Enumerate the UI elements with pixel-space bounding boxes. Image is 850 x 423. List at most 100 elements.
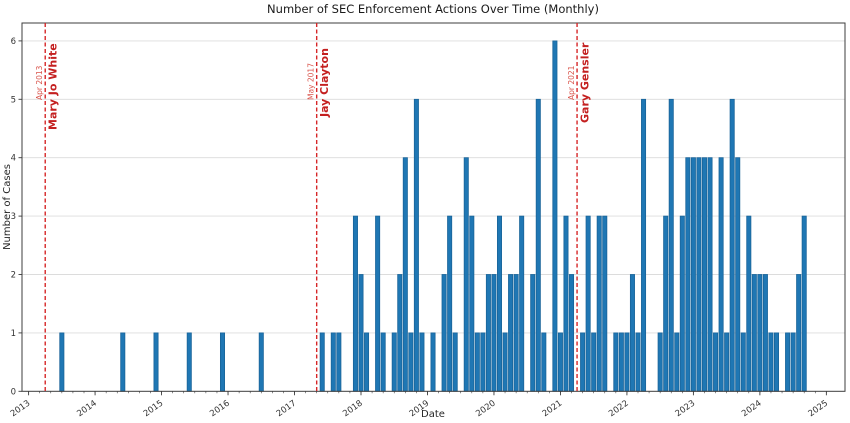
y-tick-5: 5 xyxy=(11,95,16,105)
bar-2020-12 xyxy=(552,40,558,392)
bar-2015-12 xyxy=(219,332,225,392)
bar-2018-08 xyxy=(397,274,403,392)
bar-2022-03 xyxy=(635,332,641,392)
bar-2021-12 xyxy=(618,332,624,392)
bar-2022-10 xyxy=(674,332,680,392)
y-tick-1: 1 xyxy=(11,329,16,339)
plot-border xyxy=(21,22,846,392)
bar-2018-12 xyxy=(419,332,425,392)
chair-name-label: Mary Jo White xyxy=(47,43,60,130)
bar-2023-03 xyxy=(701,157,707,392)
bar-2019-05 xyxy=(447,215,453,392)
bar-2023-09 xyxy=(735,157,741,392)
y-tick-3: 3 xyxy=(11,212,16,222)
x-tick-2021: 2021 xyxy=(541,399,564,420)
bar-2018-01 xyxy=(358,274,364,392)
bar-2020-06 xyxy=(519,215,525,392)
bar-2020-09 xyxy=(535,98,541,392)
x-tick-2016: 2016 xyxy=(208,399,231,420)
bar-2018-11 xyxy=(413,98,419,392)
y-tick-2: 2 xyxy=(11,271,16,281)
bar-2019-12 xyxy=(485,274,491,392)
bar-2024-04 xyxy=(774,332,780,392)
bar-2020-02 xyxy=(496,215,502,392)
bar-2023-11 xyxy=(746,215,752,392)
bar-2016-07 xyxy=(258,332,264,392)
x-tick-2018: 2018 xyxy=(341,399,364,420)
bar-2024-06 xyxy=(785,332,791,392)
bar-2020-03 xyxy=(502,332,508,392)
x-tick-2025: 2025 xyxy=(807,399,830,420)
y-tick-4: 4 xyxy=(11,154,16,164)
bar-2021-07 xyxy=(591,332,597,392)
chair-date-label: Apr 2021 xyxy=(567,65,576,100)
bar-2013-07 xyxy=(59,332,65,392)
bar-2023-07 xyxy=(724,332,730,392)
chair-date-label: May 2017 xyxy=(307,63,316,100)
bar-2022-11 xyxy=(679,215,685,392)
bar-2019-08 xyxy=(463,157,469,392)
bar-2018-05 xyxy=(380,332,386,392)
bar-2022-04 xyxy=(641,98,647,392)
bar-2019-09 xyxy=(469,215,475,392)
bar-2023-10 xyxy=(740,332,746,392)
bar-2014-12 xyxy=(153,332,159,392)
bar-2014-06 xyxy=(120,332,126,392)
bar-2020-10 xyxy=(541,332,547,392)
x-tick-2013: 2013 xyxy=(9,399,32,420)
bar-2017-12 xyxy=(352,215,358,392)
bar-2020-01 xyxy=(491,274,497,392)
bar-2017-08 xyxy=(330,332,336,392)
x-tick-2023: 2023 xyxy=(674,399,697,420)
bar-2021-09 xyxy=(602,215,608,392)
bar-2022-07 xyxy=(657,332,663,392)
bar-2019-04 xyxy=(441,274,447,392)
bar-2023-06 xyxy=(718,157,724,392)
bar-2021-11 xyxy=(613,332,619,392)
bar-2020-04 xyxy=(508,274,514,392)
bar-2023-01 xyxy=(690,157,696,392)
bar-2022-09 xyxy=(668,98,674,392)
bar-2022-02 xyxy=(629,274,635,392)
bar-2021-03 xyxy=(569,274,575,392)
x-axis-label: Date xyxy=(421,409,445,420)
x-tick-2024: 2024 xyxy=(740,399,763,420)
chair-date-label: Apr 2013 xyxy=(35,65,44,100)
bar-2024-08 xyxy=(796,274,802,392)
x-tick-2014: 2014 xyxy=(75,399,98,420)
y-axis-label: Number of Cases xyxy=(2,164,13,250)
bar-2019-06 xyxy=(452,332,458,392)
bar-2019-02 xyxy=(430,332,436,392)
bar-2018-04 xyxy=(375,215,381,392)
bar-2021-05 xyxy=(580,332,586,392)
x-tick-2022: 2022 xyxy=(607,399,630,420)
bar-2017-06 xyxy=(319,332,325,392)
bar-2024-09 xyxy=(801,215,807,392)
bar-2018-09 xyxy=(402,157,408,392)
chair-name-label: Gary Gensler xyxy=(579,42,592,123)
bar-2023-05 xyxy=(713,332,719,392)
bar-2021-06 xyxy=(585,215,591,392)
bar-2021-08 xyxy=(596,215,602,392)
bar-2018-02 xyxy=(364,332,370,392)
bar-2021-01 xyxy=(557,332,563,392)
bar-2022-12 xyxy=(685,157,691,392)
chair-name-label: Jay Clayton xyxy=(318,48,331,118)
bar-2017-09 xyxy=(336,332,342,392)
x-tick-2020: 2020 xyxy=(474,399,497,420)
chart-title: Number of SEC Enforcement Actions Over T… xyxy=(267,2,599,16)
bar-2023-04 xyxy=(707,157,713,392)
bar-2018-07 xyxy=(391,332,397,392)
bar-2024-07 xyxy=(790,332,796,392)
bar-2021-02 xyxy=(563,215,569,392)
bar-2023-08 xyxy=(729,98,735,392)
bar-2019-11 xyxy=(480,332,486,392)
x-tick-2015: 2015 xyxy=(142,399,165,420)
y-tick-6: 6 xyxy=(11,37,16,47)
bar-2018-10 xyxy=(408,332,414,392)
bar-2024-02 xyxy=(762,274,768,392)
bar-2020-05 xyxy=(513,274,519,392)
bar-2023-12 xyxy=(751,274,757,392)
